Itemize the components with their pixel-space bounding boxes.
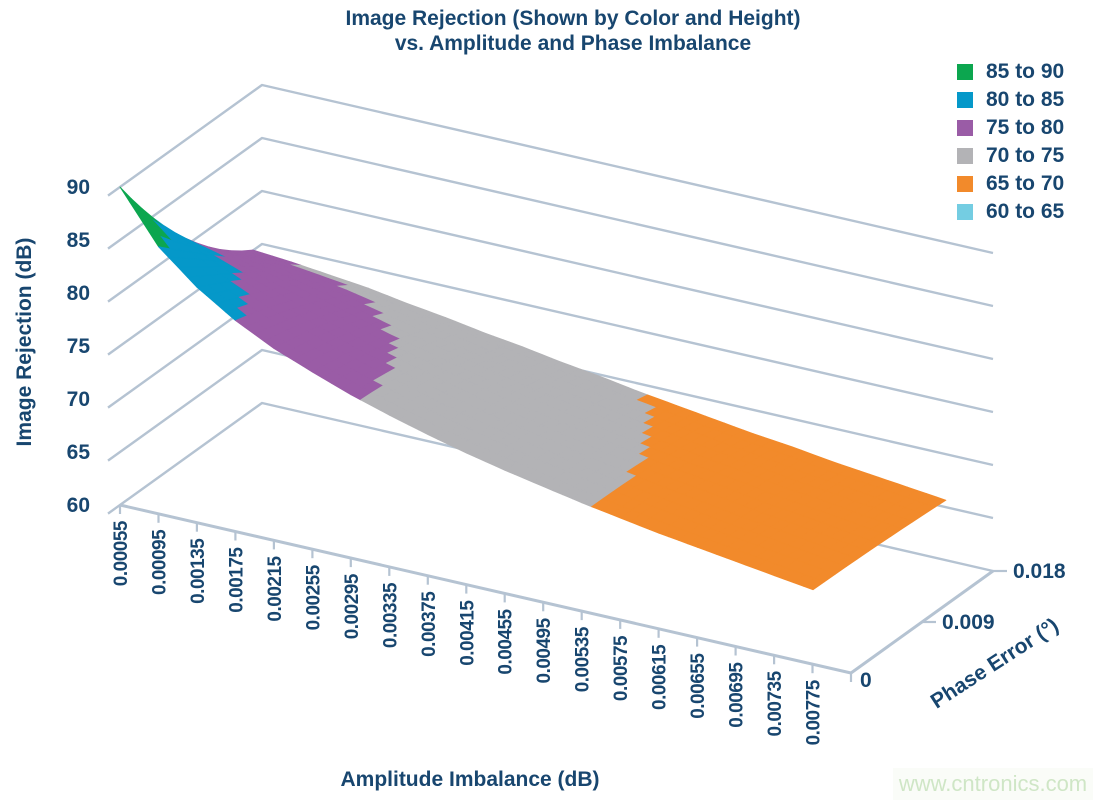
x-tick-label: 0.00415 [457,600,478,666]
y-gridline [107,242,994,414]
x-tick-label: 0.00055 [111,520,132,586]
legend-swatch-icon [957,148,973,164]
legend-swatch-icon [957,64,973,80]
y-gridline [107,83,994,255]
z-tick-label: 0.009 [942,611,995,634]
y-gridline [107,136,994,308]
legend-item: 60 to 65 [957,198,1064,226]
y-tick-label: 85 [67,229,91,252]
x-tick-label: 0.00095 [150,529,171,595]
chart-title-line2: vs. Amplitude and Phase Imbalance [394,32,752,55]
x-tick-label: 0.00495 [534,617,555,683]
x-tick-label: 0.00735 [765,670,786,736]
x-tick-label: 0.00575 [611,635,632,701]
x-tick-label: 0.00615 [650,644,671,710]
x-tick-label: 0.00535 [573,626,594,692]
y-gridline [107,295,994,467]
x-tick-label: 0.00335 [380,582,401,648]
legend-swatch-icon [957,204,973,220]
x-tick-label: 0.00215 [265,555,286,621]
x-tick-label: 0.00175 [226,547,247,613]
z-tick-label: 0 [860,669,872,692]
surface-cell [119,186,142,212]
x-tick-label: 0.00375 [419,591,440,657]
legend-item: 70 to 75 [957,142,1064,170]
legend-label: 60 to 65 [986,200,1065,223]
legend-swatch-icon [957,120,973,136]
y-tick-label: 75 [67,335,91,358]
y-tick-label: 60 [67,494,90,517]
legend-label: 85 to 90 [986,60,1065,83]
z-tick-label: 0.018 [1013,560,1066,583]
legend-swatch-icon [957,176,973,192]
x-tick-label: 0.00255 [303,564,324,630]
chart-title: Image Rejection (Shown by Color and Heig… [240,6,906,56]
x-tick-label: 0.00135 [188,538,209,604]
x-tick-label: 0.00695 [727,662,748,728]
legend-item: 75 to 80 [957,114,1064,142]
legend-item: 85 to 90 [957,58,1064,86]
chart-title-line1: Image Rejection (Shown by Color and Heig… [345,7,801,30]
y-tick-label: 80 [67,282,90,305]
watermark-text: www.cntronics.com [893,768,1093,800]
x-axis-title: Amplitude Imbalance (dB) [340,768,600,791]
x-tick-label: 0.00775 [804,679,825,745]
legend-label: 70 to 75 [986,144,1065,167]
legend-item: 80 to 85 [957,86,1064,114]
y-axis-title: Image Rejection (dB) [13,237,36,447]
x-axis-line [119,503,852,675]
legend-label: 75 to 80 [986,116,1065,139]
y-tick-label: 90 [67,176,90,199]
legend-item: 65 to 70 [957,170,1064,198]
surface-cell [803,578,825,591]
legend-label: 80 to 85 [986,88,1065,111]
legend-swatch-icon [957,92,973,108]
y-tick-label: 70 [67,388,90,411]
x-tick-label: 0.00295 [342,573,363,639]
x-tick-label: 0.00655 [688,653,709,719]
y-tick-label: 65 [67,441,91,464]
legend-label: 65 to 70 [986,172,1065,195]
x-tick-label: 0.00455 [496,608,517,674]
legend: 85 to 90 80 to 85 75 to 80 70 to 75 65 to 70… [957,58,1064,226]
